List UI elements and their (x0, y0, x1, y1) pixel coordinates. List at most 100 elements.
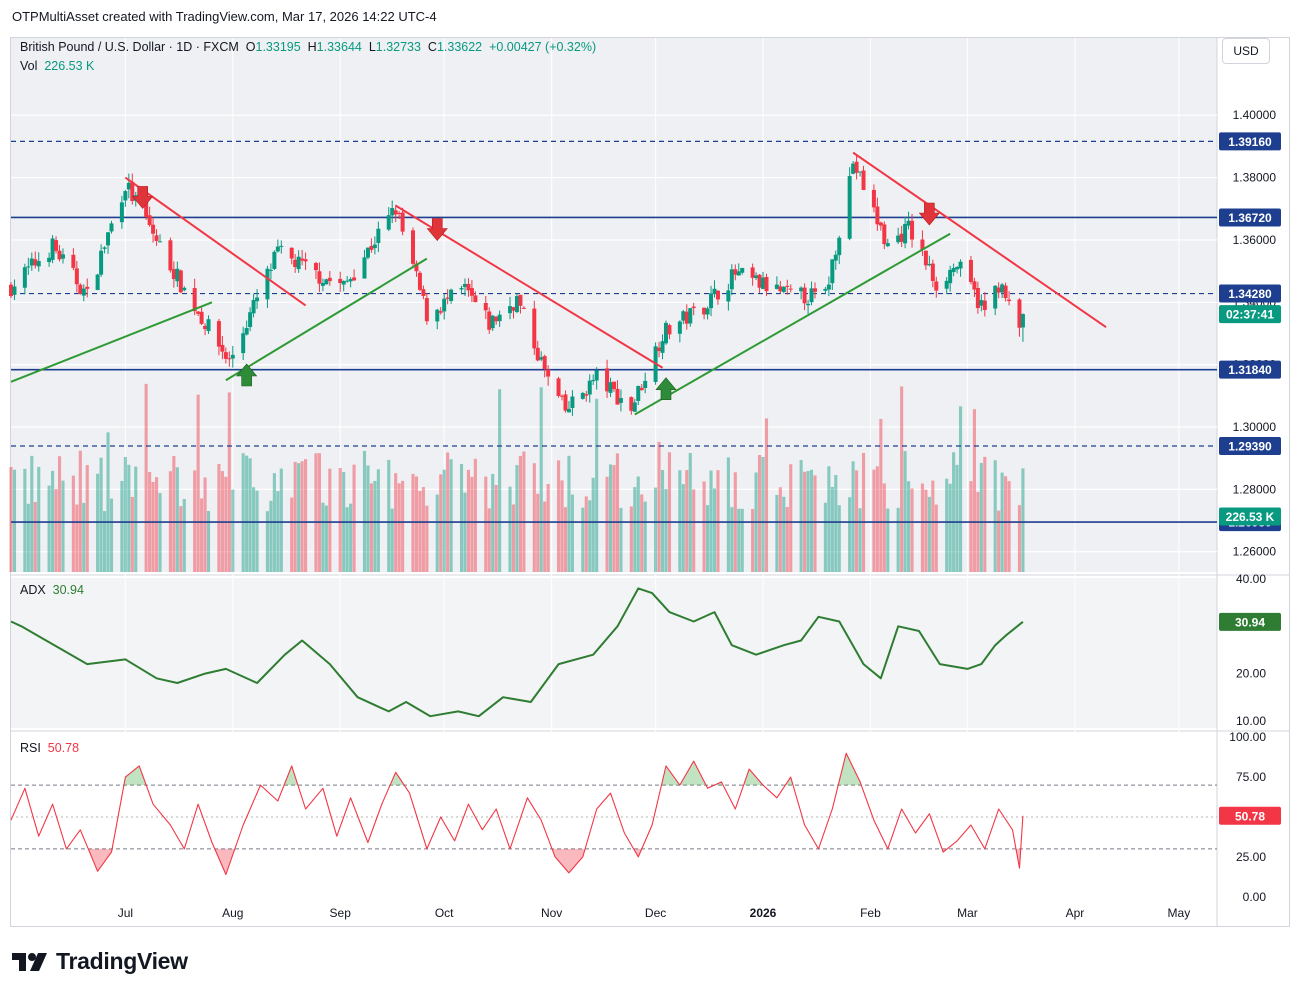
price-axis-label: 1.40000 (1233, 108, 1277, 122)
level-price-badge-background (1219, 208, 1281, 227)
candle-body (327, 277, 332, 282)
level-price-badge: 1.34280 (1228, 287, 1272, 301)
rsi-oversold-fill (552, 848, 586, 873)
candle-body (33, 259, 38, 266)
volume-bar (352, 464, 356, 572)
candle-body (296, 256, 301, 270)
volume-bar (498, 389, 502, 572)
candle-body (386, 215, 391, 230)
symbol-legend[interactable]: British Pound / U.S. Dollar · 1D · FXCM … (20, 40, 596, 54)
volume-bar (414, 476, 419, 572)
volume-bar (740, 508, 744, 572)
candle-body (244, 328, 249, 335)
volume-bar (536, 493, 540, 572)
volume-bar (778, 487, 782, 572)
candle-body (151, 224, 156, 234)
volume-bar (726, 457, 730, 572)
volume-legend[interactable]: Vol 226.53 K (20, 59, 94, 73)
volume-bar (629, 506, 633, 572)
countdown-badge: 02:37:41 (1226, 308, 1274, 322)
candle-body (993, 285, 998, 309)
volume-bar (151, 481, 155, 572)
volume-bar (446, 452, 450, 572)
level-price-badge: 1.31840 (1228, 363, 1272, 377)
volume-bar (231, 489, 235, 572)
volume-bar (619, 507, 623, 572)
candle-body (778, 286, 783, 292)
candle-body (1007, 299, 1012, 302)
support-trend-line (10, 301, 213, 383)
candle-body (199, 311, 204, 324)
volume-bar (466, 469, 471, 572)
volume-bar (643, 501, 647, 572)
candle-body (944, 280, 949, 289)
candle-body (837, 237, 842, 256)
volume-bar (560, 480, 564, 572)
candle-body (681, 311, 686, 321)
close-label: C (427, 40, 437, 54)
x-axis-label: Apr (1066, 906, 1085, 920)
candle-body (279, 245, 284, 247)
candle-body (584, 394, 589, 396)
volume-bar (265, 511, 270, 572)
price-axis-label: 1.26000 (1233, 545, 1277, 559)
candle-body (906, 220, 911, 226)
candle-body (875, 206, 880, 225)
rsi-oversold-fill (88, 848, 113, 872)
volume-bar (931, 480, 935, 572)
volume-bar (983, 456, 987, 572)
tradingview-logo[interactable]: TradingView (12, 948, 188, 975)
level-price-badge-background (1219, 360, 1281, 379)
volume-bar (206, 510, 211, 572)
candle-body (313, 263, 318, 271)
adx-value-badge: 30.94 (1235, 615, 1265, 629)
price-axis-label: 1.36000 (1233, 233, 1277, 247)
volume-bar (241, 453, 245, 572)
volume-bar (252, 487, 256, 572)
candle-body (26, 266, 31, 268)
symbol-name[interactable]: British Pound / U.S. Dollar · 1D · FXCM (20, 40, 239, 54)
rsi-legend[interactable]: RSI 50.78 (20, 741, 79, 755)
candle-body (618, 398, 623, 403)
high-label: H (307, 40, 317, 54)
volume-bar (757, 454, 762, 572)
rsi-axis-label: 0.00 (1243, 890, 1267, 904)
candle-body (223, 352, 228, 359)
volume-bar (775, 494, 779, 572)
candle-body (192, 288, 197, 312)
volume-bar (297, 463, 301, 572)
candle-body (684, 311, 689, 324)
candle-body (57, 250, 62, 260)
support-trend-line (634, 232, 951, 416)
volume-bar (85, 465, 89, 572)
volume-bar (26, 503, 30, 572)
level-price-badge: 1.39160 (1228, 135, 1272, 149)
volume-bar (896, 507, 900, 572)
adx-legend[interactable]: ADX 30.94 (20, 583, 84, 597)
volume-bar (997, 510, 1001, 572)
candle-body (462, 283, 467, 288)
volume-bar (972, 409, 976, 572)
candle-body (972, 281, 977, 290)
candle-body (632, 402, 637, 412)
volume-bar (737, 508, 741, 572)
candle-body (85, 286, 90, 289)
rsi-axis-label: 25.00 (1236, 850, 1266, 864)
volume-bar (809, 469, 814, 572)
volume-bar (678, 470, 682, 572)
candle-body (608, 382, 613, 393)
currency-button[interactable]: USD (1222, 38, 1270, 64)
candle-body (861, 170, 866, 190)
volume-bar (179, 506, 183, 572)
candle-body (560, 395, 565, 397)
candle-body (241, 333, 246, 354)
volume-bar (789, 464, 793, 572)
candle-body (411, 230, 415, 264)
candle-body (813, 288, 817, 292)
volume-bar (924, 489, 928, 572)
volume-bar (837, 505, 841, 572)
volume-bar (903, 451, 907, 572)
volume-bar (425, 505, 429, 572)
volume-bar (103, 511, 107, 572)
